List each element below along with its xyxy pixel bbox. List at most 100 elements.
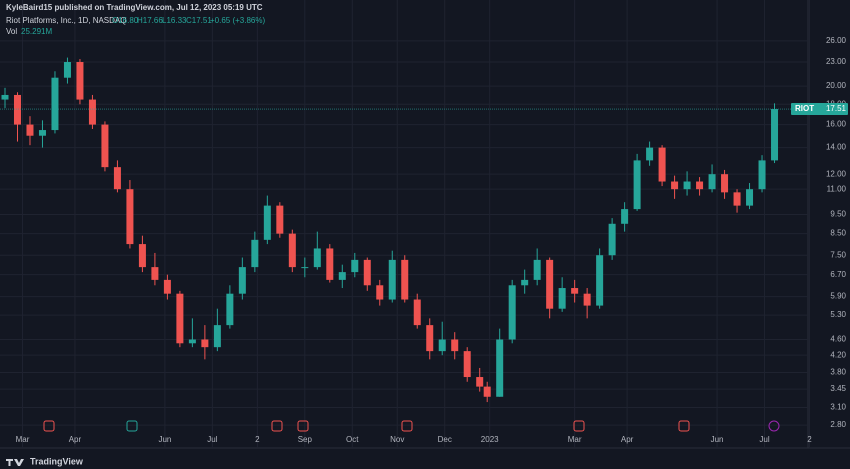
candle-body — [413, 299, 421, 326]
y-tick-label: 4.20 — [830, 350, 846, 359]
y-tick-label: 14.00 — [826, 143, 847, 152]
candle-body — [508, 285, 516, 340]
volume-value: 25.291M — [21, 27, 52, 36]
candles — [1, 57, 779, 403]
candle-body — [313, 248, 321, 268]
y-tick-label: 12.00 — [826, 169, 847, 178]
candle-body — [51, 77, 59, 131]
x-tick-label: 2 — [255, 435, 260, 444]
candle-body — [276, 205, 284, 234]
x-tick-label: Apr — [69, 435, 82, 444]
candle-body — [351, 259, 359, 273]
candle-body — [583, 293, 591, 306]
candle-body — [401, 259, 409, 300]
y-tick-label: 3.45 — [830, 384, 846, 393]
candle-body — [1, 94, 9, 100]
candle-body — [13, 94, 21, 125]
event-markers — [43, 420, 780, 432]
volume-label: Vol — [6, 27, 17, 36]
candle-body — [263, 205, 271, 240]
candle-body — [151, 267, 159, 280]
y-tick-label: 26.00 — [826, 36, 847, 45]
candle-body — [101, 124, 109, 168]
brand-name: TradingView — [30, 456, 84, 466]
earnings-marker[interactable] — [126, 420, 138, 432]
candle-body — [708, 174, 716, 190]
candle-body — [301, 267, 309, 269]
x-tick-label: Mar — [568, 435, 582, 444]
candle-body — [558, 288, 566, 309]
candle-body — [363, 259, 371, 286]
y-tick-label: 8.50 — [830, 229, 846, 238]
earnings-marker[interactable] — [297, 420, 309, 432]
x-tick-label: Dec — [438, 435, 452, 444]
candle-body — [38, 130, 46, 136]
candle-body — [376, 285, 384, 300]
y-tick-label: 4.60 — [830, 335, 846, 344]
x-tick-label: 2023 — [481, 435, 499, 444]
candle-body — [188, 339, 196, 344]
y-tick-label: 6.70 — [830, 270, 846, 279]
x-tick-label: Apr — [621, 435, 634, 444]
candle-body — [633, 160, 641, 210]
earnings-marker[interactable] — [573, 420, 585, 432]
candle-body — [733, 192, 741, 206]
candle-body — [521, 279, 529, 286]
candle-body — [76, 62, 84, 100]
brand-logo — [6, 459, 24, 466]
candle-body — [238, 267, 246, 294]
candle-body — [426, 325, 434, 352]
x-tick-label: Mar — [16, 435, 30, 444]
candle-body — [176, 293, 184, 344]
symbol-tag: RIOT — [795, 104, 814, 113]
candle-body — [546, 259, 554, 309]
y-tick-label: 23.00 — [826, 57, 847, 66]
candle-body — [483, 386, 491, 397]
x-tick-label: Nov — [390, 435, 404, 444]
earnings-marker[interactable] — [401, 420, 413, 432]
candle-body — [113, 167, 121, 190]
earnings-marker[interactable] — [678, 420, 690, 432]
candle-body — [608, 223, 616, 256]
candle-body — [671, 181, 679, 190]
x-tick-label: Jul — [207, 435, 217, 444]
y-tick-label: 9.50 — [830, 210, 846, 219]
split-marker[interactable] — [768, 420, 780, 432]
candle-body — [201, 339, 209, 348]
candle-body — [88, 99, 96, 125]
candle-body — [621, 209, 629, 224]
candle-body — [746, 189, 754, 206]
earnings-marker[interactable] — [43, 420, 55, 432]
candle-body — [213, 325, 221, 348]
y-tick-label: 11.00 — [827, 184, 847, 193]
candle-body — [338, 272, 346, 280]
candle-body — [758, 160, 766, 190]
ohlc-close: C17.51 — [186, 16, 212, 25]
candle-body — [771, 109, 779, 161]
y-tick-label: 20.00 — [826, 81, 847, 90]
candle-body — [476, 377, 484, 387]
candle-body — [451, 339, 459, 352]
candle-body — [163, 279, 171, 294]
x-tick-label: Jun — [158, 435, 171, 444]
last-price-label: 17.51 — [826, 104, 847, 113]
y-tick-label: 5.30 — [830, 310, 846, 319]
candle-body — [646, 147, 654, 161]
y-tick-label: 5.90 — [830, 292, 846, 301]
y-tick-label: 16.00 — [826, 120, 847, 129]
candle-body — [138, 244, 146, 268]
candle-body — [438, 339, 446, 352]
earnings-marker[interactable] — [271, 420, 283, 432]
x-tick-label: Oct — [346, 435, 359, 444]
x-tick-label: 2 — [807, 435, 812, 444]
ohlc-high: H17.66 — [137, 16, 163, 25]
ohlc-open: O16.80 — [112, 16, 139, 25]
x-tick-label: Jul — [759, 435, 769, 444]
candle-body — [251, 239, 259, 268]
y-tick-label: 2.80 — [830, 420, 846, 429]
candle-body — [533, 259, 541, 280]
candle-body — [126, 189, 134, 245]
y-tick-label: 3.80 — [830, 368, 846, 377]
candle-body — [63, 62, 71, 78]
